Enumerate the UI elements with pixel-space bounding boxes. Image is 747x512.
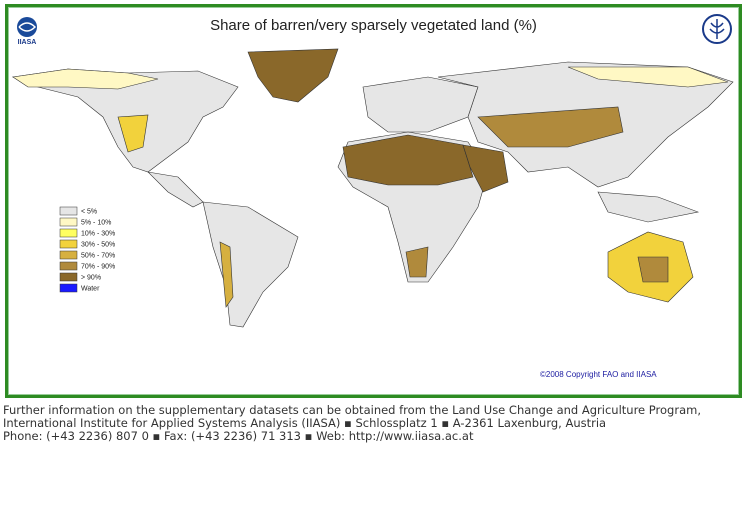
legend-label: 10% - 30%: [81, 230, 115, 237]
legend-label: 30% - 50%: [81, 241, 115, 248]
legend-label: > 90%: [81, 274, 101, 281]
footer-line: International Institute for Applied Syst…: [3, 416, 607, 430]
legend-swatch: [59, 228, 78, 238]
footer-line: Phone: (+43 2236) 807 0 ▪ Fax: (+43 2236…: [3, 429, 474, 443]
legend-swatch: [59, 261, 78, 271]
legend-swatch: [59, 217, 78, 227]
land: [11, 48, 734, 328]
legend-swatch: [59, 283, 78, 293]
fao-logo: [702, 14, 732, 44]
legend: < 5% 5% - 10% 10% - 30% 30% - 50% 50% - 70% 7…: [59, 206, 115, 293]
map: IIASA: [11, 14, 734, 379]
logo-text: IIASA: [18, 39, 37, 46]
legend-swatch: [59, 250, 78, 260]
legend-label: 50% - 70%: [81, 252, 115, 259]
legend-label: 70% - 90%: [81, 263, 115, 270]
copyright: ©2008 Copyright FAO and IIASA: [540, 370, 657, 379]
legend-swatch: [59, 272, 78, 282]
legend-label: < 5%: [81, 208, 97, 215]
legend-label: 5% - 10%: [81, 219, 111, 226]
legend-swatch: [59, 206, 78, 216]
legend-label: Water: [81, 285, 100, 292]
footer: Further information on the supplementary…: [3, 404, 701, 443]
footer-line: Further information on the supplementary…: [3, 403, 701, 417]
map-title: Share of barren/very sparsely vegetated …: [210, 17, 537, 34]
iiasa-logo: IIASA: [17, 17, 37, 46]
map-frame: Share of barren/very sparsely vegetated …: [5, 4, 742, 398]
legend-swatch: [59, 239, 78, 249]
